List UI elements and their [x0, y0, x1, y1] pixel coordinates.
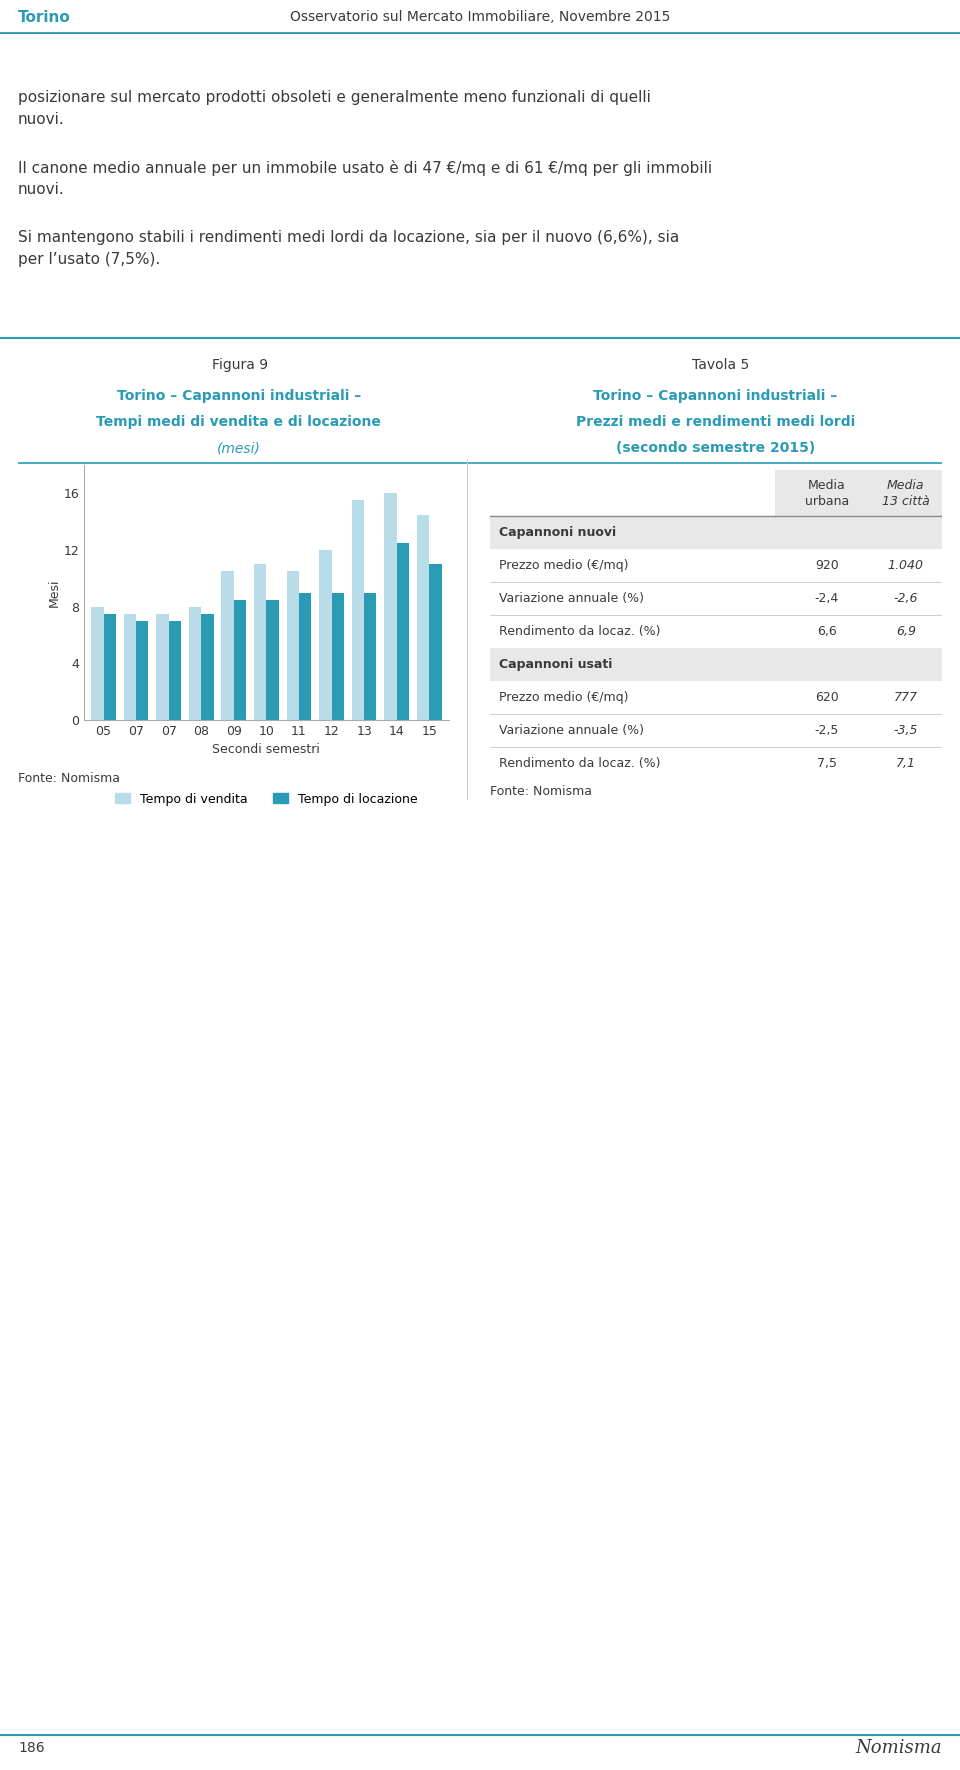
Bar: [104, 614, 116, 720]
Text: 6,6: 6,6: [817, 625, 836, 639]
Bar: [136, 621, 149, 720]
Bar: [417, 515, 429, 720]
Text: Variazione annuale (%): Variazione annuale (%): [499, 724, 644, 736]
Text: Torino: Torino: [18, 9, 71, 25]
Text: Torino – Capannoni industriali –: Torino – Capannoni industriali –: [117, 389, 361, 404]
Text: 186: 186: [18, 1742, 44, 1756]
Text: 7,5: 7,5: [817, 758, 837, 770]
Bar: [91, 607, 104, 720]
Bar: [351, 501, 364, 720]
Bar: [319, 550, 331, 720]
Text: nuovi.: nuovi.: [18, 182, 64, 196]
Text: Fonte: Nomisma: Fonte: Nomisma: [490, 784, 592, 798]
Bar: [234, 600, 246, 720]
Bar: [331, 593, 344, 720]
Text: Media
13 città: Media 13 città: [882, 478, 929, 508]
Legend: Tempo di vendita, Tempo di locazione: Tempo di vendita, Tempo di locazione: [115, 793, 418, 805]
Text: 620: 620: [815, 692, 839, 704]
Bar: [396, 543, 409, 720]
Text: Nomisma: Nomisma: [855, 1738, 942, 1758]
Text: posizionare sul mercato prodotti obsoleti e generalmente meno funzionali di quel: posizionare sul mercato prodotti obsolet…: [18, 90, 651, 104]
Bar: [299, 593, 311, 720]
Y-axis label: Mesi: Mesi: [48, 579, 60, 607]
Text: 1.040: 1.040: [888, 559, 924, 572]
Bar: [169, 621, 181, 720]
Text: (mesi): (mesi): [217, 441, 261, 455]
Bar: [156, 614, 169, 720]
Text: Rendimento da locaz. (%): Rendimento da locaz. (%): [499, 758, 660, 770]
Text: Prezzi medi e rendimenti medi lordi: Prezzi medi e rendimenti medi lordi: [576, 414, 854, 428]
Text: Prezzo medio (€/mq): Prezzo medio (€/mq): [499, 559, 629, 572]
Text: Media
urbana: Media urbana: [804, 478, 849, 508]
Text: 6,9: 6,9: [896, 625, 916, 639]
Bar: [490, 517, 942, 549]
Bar: [189, 607, 202, 720]
Bar: [384, 494, 396, 720]
Bar: [202, 614, 214, 720]
Text: -2,5: -2,5: [814, 724, 839, 736]
Text: Prezzo medio (€/mq): Prezzo medio (€/mq): [499, 692, 629, 704]
Text: -2,4: -2,4: [815, 593, 839, 605]
Text: 920: 920: [815, 559, 839, 572]
Text: Tempi medi di vendita e di locazione: Tempi medi di vendita e di locazione: [96, 414, 381, 428]
Text: Il canone medio annuale per un immobile usato è di 47 €/mq e di 61 €/mq per gli : Il canone medio annuale per un immobile …: [18, 159, 712, 175]
Bar: [124, 614, 136, 720]
Text: Torino – Capannoni industriali –: Torino – Capannoni industriali –: [593, 389, 837, 404]
Bar: [267, 600, 278, 720]
Text: -2,6: -2,6: [894, 593, 918, 605]
Text: Rendimento da locaz. (%): Rendimento da locaz. (%): [499, 625, 660, 639]
Text: 777: 777: [894, 692, 918, 704]
Text: Fonte: Nomisma: Fonte: Nomisma: [18, 772, 120, 786]
Text: Capannoni usati: Capannoni usati: [499, 658, 612, 671]
Text: -3,5: -3,5: [894, 724, 918, 736]
X-axis label: Secondi semestri: Secondi semestri: [212, 743, 321, 756]
Text: per l’usato (7,5%).: per l’usato (7,5%).: [18, 251, 160, 267]
Text: 7,1: 7,1: [896, 758, 916, 770]
Bar: [287, 572, 299, 720]
Bar: [254, 565, 266, 720]
Bar: [222, 572, 234, 720]
Text: Variazione annuale (%): Variazione annuale (%): [499, 593, 644, 605]
Text: Tavola 5: Tavola 5: [691, 358, 749, 372]
Bar: [429, 565, 442, 720]
Text: Capannoni nuovi: Capannoni nuovi: [499, 526, 616, 540]
Bar: [364, 593, 376, 720]
Text: Si mantengono stabili i rendimenti medi lordi da locazione, sia per il nuovo (6,: Si mantengono stabili i rendimenti medi …: [18, 230, 680, 244]
Text: nuovi.: nuovi.: [18, 112, 64, 127]
Bar: [490, 648, 942, 681]
Text: (secondo semestre 2015): (secondo semestre 2015): [615, 441, 815, 455]
Text: Osservatorio sul Mercato Immobiliare, Novembre 2015: Osservatorio sul Mercato Immobiliare, No…: [290, 11, 670, 25]
Bar: [775, 471, 942, 517]
Text: Figura 9: Figura 9: [212, 358, 268, 372]
